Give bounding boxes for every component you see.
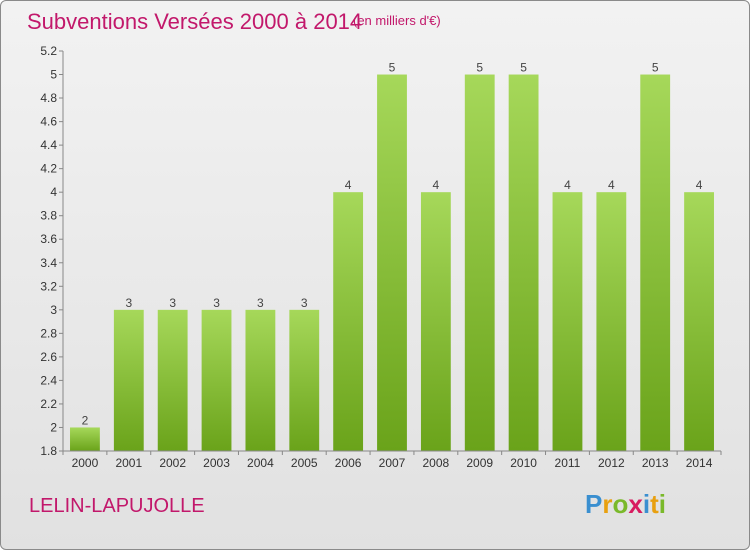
bar-value-label: 2 bbox=[82, 413, 89, 427]
x-tick-label: 2004 bbox=[247, 456, 274, 470]
x-tick-label: 2010 bbox=[510, 456, 537, 470]
y-tick-label: 4 bbox=[50, 185, 57, 199]
y-tick-label: 3.4 bbox=[40, 256, 57, 270]
bar bbox=[420, 192, 451, 452]
chart-title: Subventions Versées 2000 à 2014 bbox=[27, 9, 363, 34]
y-tick-label: 3.8 bbox=[40, 209, 57, 223]
bar-value-label: 5 bbox=[520, 61, 527, 75]
y-tick-label: 2.8 bbox=[40, 326, 57, 340]
y-tick-label: 3.6 bbox=[40, 232, 57, 246]
y-tick-label: 2.2 bbox=[40, 397, 57, 411]
y-tick-label: 4.4 bbox=[40, 138, 57, 152]
bar-value-label: 5 bbox=[389, 61, 396, 75]
bar-value-label: 3 bbox=[257, 296, 264, 310]
bar bbox=[157, 309, 188, 451]
bar bbox=[684, 192, 714, 452]
bar-value-label: 4 bbox=[608, 178, 615, 192]
bar-value-label: 4 bbox=[696, 178, 703, 192]
bar-value-label: 4 bbox=[345, 178, 352, 192]
y-tick-label: 4.2 bbox=[40, 162, 57, 176]
bar-value-label: 3 bbox=[125, 296, 132, 310]
x-tick-label: 2003 bbox=[203, 456, 230, 470]
x-tick-label: 2006 bbox=[335, 456, 362, 470]
bar bbox=[70, 427, 100, 451]
x-tick-label: 2001 bbox=[115, 456, 142, 470]
y-tick-label: 2.6 bbox=[40, 350, 57, 364]
bar bbox=[289, 309, 320, 451]
bar bbox=[333, 192, 364, 452]
y-tick-label: 4.8 bbox=[40, 91, 57, 105]
bar bbox=[596, 192, 627, 452]
proxiti-logo: Proxiti bbox=[585, 489, 666, 519]
y-tick-label: 4.6 bbox=[40, 115, 57, 129]
x-tick-label: 2002 bbox=[159, 456, 186, 470]
bar bbox=[508, 74, 539, 451]
x-tick-label: 2008 bbox=[423, 456, 450, 470]
bar bbox=[245, 309, 276, 451]
bar bbox=[552, 192, 583, 452]
x-tick-label: 2011 bbox=[555, 456, 581, 470]
chart-subtitle: (en milliers d'€) bbox=[353, 13, 441, 28]
location-name: LELIN-LAPUJOLLE bbox=[29, 495, 205, 517]
x-tick-label: 2007 bbox=[379, 456, 406, 470]
bar-value-label: 4 bbox=[433, 178, 440, 192]
bar-value-label: 3 bbox=[169, 296, 176, 310]
y-tick-label: 3 bbox=[50, 303, 57, 317]
y-tick-label: 3.2 bbox=[40, 279, 57, 293]
x-tick-label: 2012 bbox=[598, 456, 625, 470]
y-tick-label: 5 bbox=[50, 68, 57, 82]
bar-value-label: 4 bbox=[564, 178, 571, 192]
bar-value-label: 3 bbox=[301, 296, 308, 310]
y-tick-label: 5.2 bbox=[40, 44, 57, 58]
x-tick-label: 2014 bbox=[686, 456, 713, 470]
bar bbox=[464, 74, 495, 451]
bar-value-label: 3 bbox=[213, 296, 220, 310]
bar bbox=[640, 74, 671, 451]
x-tick-label: 2013 bbox=[642, 456, 669, 470]
bar bbox=[201, 309, 232, 451]
x-tick-label: 2005 bbox=[291, 456, 318, 470]
x-tick-label: 2009 bbox=[466, 456, 493, 470]
y-tick-label: 2.4 bbox=[40, 373, 57, 387]
bar bbox=[377, 74, 407, 451]
bar bbox=[113, 309, 144, 451]
y-tick-label: 2 bbox=[50, 420, 57, 434]
bar-value-label: 5 bbox=[476, 61, 483, 75]
y-tick-label: 1.8 bbox=[40, 444, 57, 458]
x-tick-label: 2000 bbox=[72, 456, 99, 470]
bar-value-label: 5 bbox=[652, 61, 659, 75]
